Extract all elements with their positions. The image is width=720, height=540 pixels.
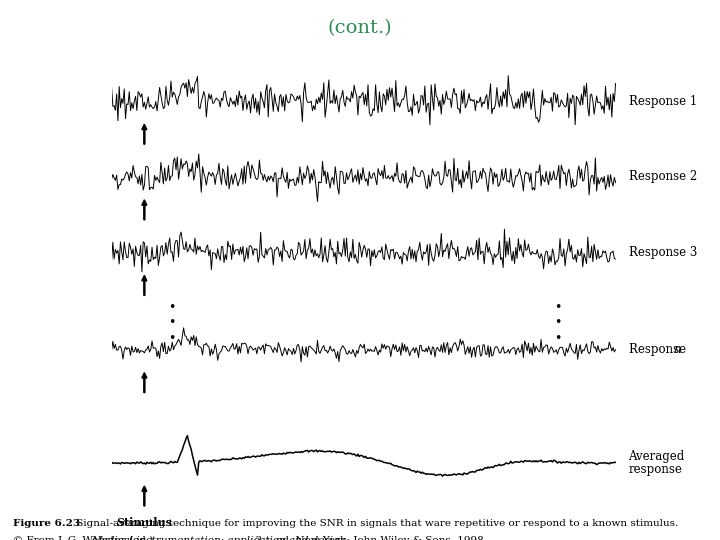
Text: Response: Response [629, 343, 690, 356]
Text: •: • [554, 332, 562, 345]
Text: Averaged: Averaged [629, 450, 685, 463]
Text: Signal-averaging technique for improving the SNR in signals that ware repetitive: Signal-averaging technique for improving… [73, 519, 678, 529]
Text: ed. New York: John Wiley & Sons, 1998.: ed. New York: John Wiley & Sons, 1998. [273, 536, 487, 540]
Text: Stimulus: Stimulus [117, 517, 172, 528]
Text: Response 3: Response 3 [629, 246, 697, 259]
Text: •: • [168, 316, 176, 329]
Text: Response 2: Response 2 [629, 170, 697, 184]
Text: . 3: . 3 [249, 536, 262, 540]
Text: •: • [168, 332, 176, 345]
Text: Medical instrumentation: application and design: Medical instrumentation: application and… [91, 536, 346, 540]
Text: © From J. G. Webster (ed.),: © From J. G. Webster (ed.), [13, 536, 160, 540]
Text: n: n [673, 343, 681, 356]
Text: Figure 6.23: Figure 6.23 [13, 519, 80, 529]
Text: rd: rd [261, 538, 270, 540]
Text: response: response [629, 463, 683, 476]
Text: •: • [554, 301, 562, 314]
Text: Response 1: Response 1 [629, 94, 697, 108]
Text: •: • [554, 316, 562, 329]
Text: •: • [168, 301, 176, 314]
Text: (cont.): (cont.) [328, 19, 392, 37]
